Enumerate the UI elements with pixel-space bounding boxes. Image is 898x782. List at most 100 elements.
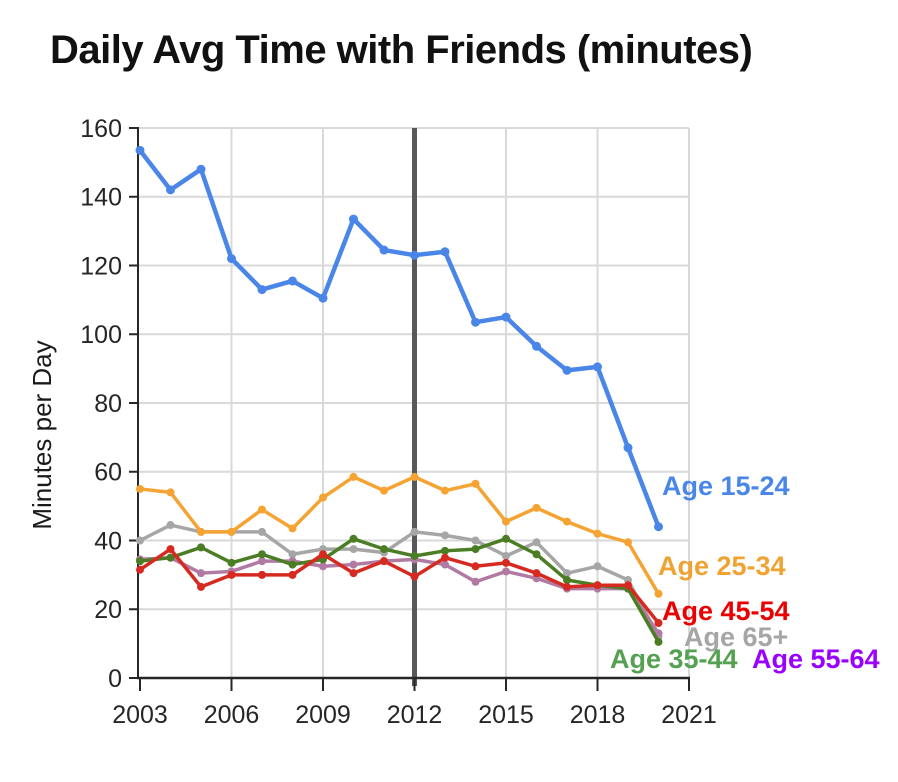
- series-marker-age-45-54-2010: [349, 569, 358, 578]
- series-marker-age-55-64-2005: [197, 569, 205, 578]
- y-tick-label-40: 40: [94, 527, 122, 555]
- series-marker-age-45-54-2012: [410, 572, 419, 581]
- series-marker-age-25-34-2019: [624, 538, 632, 547]
- series-marker-age-45-54-2018: [593, 581, 602, 590]
- series-marker-age-55-64-2013: [441, 560, 449, 569]
- series-label-age-55-64: Age 55-64: [752, 644, 880, 674]
- x-tick-label-2012: 2012: [387, 701, 443, 729]
- series-marker-age-45-54-2005: [197, 582, 205, 591]
- series-marker-age-15-24-2003: [135, 145, 145, 155]
- series-marker-age-65--2016: [532, 538, 541, 547]
- series-marker-age-45-54-2011: [380, 557, 388, 566]
- series-marker-age-25-34-2012: [410, 472, 419, 481]
- series-marker-age-35-44-2003: [136, 557, 144, 566]
- series-marker-age-25-34-2009: [319, 493, 327, 502]
- x-tick-label-2009: 2009: [295, 701, 351, 729]
- series-marker-age-15-24-2010: [349, 214, 358, 224]
- series-marker-age-15-24-2016: [532, 341, 541, 351]
- series-label-age-35-44: Age 35-44: [610, 644, 738, 674]
- y-tick-label-80: 80: [94, 390, 122, 418]
- series-marker-age-15-24-2011: [379, 245, 389, 255]
- series-marker-age-65--2008: [288, 550, 297, 559]
- series-marker-age-25-34-2006: [227, 527, 236, 536]
- series-marker-age-35-44-2006: [227, 558, 236, 567]
- x-tick-label-2003: 2003: [112, 701, 168, 729]
- series-marker-age-25-34-2020: [654, 589, 663, 598]
- series-marker-age-15-24-2020: [654, 522, 663, 532]
- series-marker-age-15-24-2014: [471, 317, 480, 327]
- series-marker-age-65--2018: [593, 562, 602, 571]
- series-marker-age-55-64-2015: [502, 567, 510, 576]
- series-marker-age-15-24-2005: [196, 164, 206, 174]
- series-marker-age-15-24-2012: [410, 250, 419, 260]
- series-marker-age-55-64-2014: [471, 577, 480, 586]
- series-label-age-15-24: Age 15-24: [662, 471, 790, 501]
- series-line-age-25-34: [138, 475, 661, 596]
- series-marker-age-35-44-2007: [258, 550, 266, 559]
- series-line-age-45-54: [138, 547, 661, 625]
- series-marker-age-65--2004: [166, 521, 175, 530]
- series-marker-age-65--2010: [349, 545, 358, 554]
- series-marker-age-45-54-2003: [136, 565, 144, 574]
- series-marker-age-65--2017: [563, 569, 571, 578]
- series-marker-age-15-24-2017: [562, 365, 572, 375]
- series-marker-age-35-44-2010: [349, 534, 358, 543]
- series-marker-age-35-44-2017: [563, 576, 571, 585]
- series-marker-age-45-54-2004: [166, 545, 175, 554]
- series-marker-age-25-34-2017: [563, 517, 571, 526]
- series-marker-age-25-34-2008: [288, 524, 297, 533]
- x-tick-label-2006: 2006: [204, 701, 260, 729]
- series-marker-age-25-34-2005: [197, 527, 205, 536]
- series-label-age-25-34: Age 25-34: [658, 551, 786, 581]
- series-marker-age-45-54-2008: [288, 570, 297, 579]
- series-marker-age-35-44-2020: [654, 637, 663, 646]
- series-marker-age-15-24-2018: [593, 362, 602, 372]
- series-marker-age-25-34-2003: [136, 484, 144, 493]
- series-marker-age-35-44-2008: [288, 560, 297, 569]
- series-marker-age-45-54-2014: [471, 562, 480, 571]
- y-tick-label-120: 120: [80, 252, 122, 280]
- series-marker-age-45-54-2017: [563, 582, 571, 591]
- series-marker-age-65--2013: [441, 531, 449, 540]
- series-line-age-35-44: [138, 537, 661, 644]
- series-marker-age-55-64-2007: [258, 557, 266, 566]
- series-marker-age-35-44-2005: [197, 543, 205, 552]
- y-tick-label-140: 140: [80, 184, 122, 212]
- series-marker-age-25-34-2018: [593, 529, 602, 538]
- series-marker-age-35-44-2014: [471, 545, 480, 554]
- series-line-age-55-64: [138, 555, 661, 636]
- series-marker-age-65--2015: [502, 551, 510, 560]
- series-marker-age-25-34-2014: [471, 479, 480, 488]
- y-tick-label-60: 60: [94, 459, 122, 487]
- series-marker-age-15-24-2006: [227, 254, 236, 264]
- series-marker-age-35-44-2015: [502, 534, 510, 543]
- x-tick-label-2018: 2018: [570, 701, 626, 729]
- series-marker-age-15-24-2009: [318, 293, 328, 303]
- series-marker-age-25-34-2011: [380, 486, 388, 495]
- series-marker-age-45-54-2007: [258, 570, 266, 579]
- series-marker-age-55-64-2009: [319, 562, 327, 571]
- x-tick-label-2021: 2021: [661, 701, 717, 729]
- series-marker-age-15-24-2004: [166, 185, 175, 195]
- series-marker-age-45-54-2009: [319, 550, 327, 559]
- y-tick-label-0: 0: [108, 665, 122, 693]
- series-marker-age-35-44-2011: [380, 545, 388, 554]
- y-tick-label-160: 160: [80, 115, 122, 143]
- series-marker-age-35-44-2012: [410, 551, 419, 560]
- series-line-age-15-24: [137, 148, 661, 529]
- y-tick-label-20: 20: [94, 596, 122, 624]
- series-marker-age-15-24-2007: [257, 285, 267, 295]
- series-marker-age-35-44-2016: [532, 550, 541, 559]
- series-marker-age-65--2003: [136, 536, 144, 545]
- series-marker-age-45-54-2015: [502, 558, 510, 567]
- series-marker-age-45-54-2016: [532, 569, 541, 578]
- series-marker-age-15-24-2013: [440, 247, 450, 257]
- series-marker-age-65--2007: [258, 527, 266, 536]
- chart-title: Daily Avg Time with Friends (minutes): [50, 28, 753, 72]
- series-label-age-65-: Age 65+: [684, 622, 788, 652]
- series-marker-age-45-54-2019: [624, 581, 632, 590]
- series-marker-age-65--2012: [410, 527, 419, 536]
- series-marker-age-65--2014: [471, 536, 480, 545]
